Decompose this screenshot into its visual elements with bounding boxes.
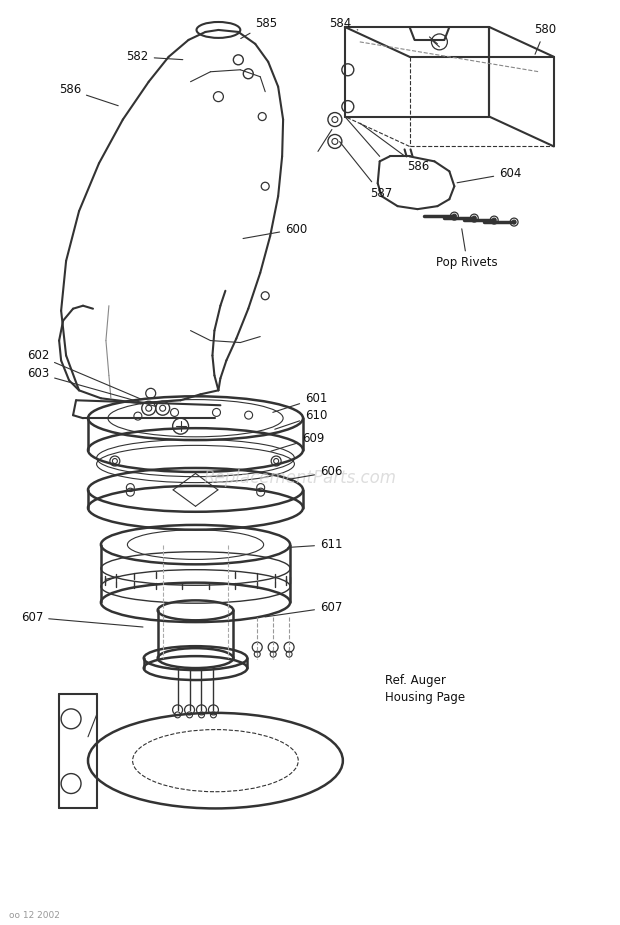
Text: 609: 609 (271, 432, 324, 451)
Text: 606: 606 (288, 465, 342, 479)
Text: 600: 600 (243, 223, 308, 239)
Text: ReplacementParts.com: ReplacementParts.com (203, 469, 397, 487)
Text: 607: 607 (265, 601, 342, 617)
Text: 585: 585 (241, 18, 277, 39)
Text: 611: 611 (288, 538, 342, 551)
Circle shape (453, 214, 456, 218)
Text: 582: 582 (126, 50, 183, 63)
Text: oo 12 2002: oo 12 2002 (9, 911, 60, 920)
Text: 586: 586 (360, 123, 430, 173)
Text: 587: 587 (340, 142, 392, 200)
Circle shape (512, 220, 516, 224)
Text: 586: 586 (59, 83, 118, 105)
Circle shape (472, 216, 476, 220)
Text: 607: 607 (21, 610, 143, 627)
Text: Pop Rivets: Pop Rivets (436, 228, 498, 269)
Text: 602: 602 (27, 349, 141, 400)
Circle shape (492, 218, 496, 222)
Text: 580: 580 (534, 23, 556, 55)
Text: 603: 603 (27, 367, 156, 406)
Text: 610: 610 (275, 409, 327, 429)
Text: 601: 601 (273, 392, 327, 413)
Text: 584: 584 (330, 18, 358, 31)
Text: 604: 604 (457, 166, 521, 183)
Text: Ref. Auger
Housing Page: Ref. Auger Housing Page (384, 674, 465, 704)
